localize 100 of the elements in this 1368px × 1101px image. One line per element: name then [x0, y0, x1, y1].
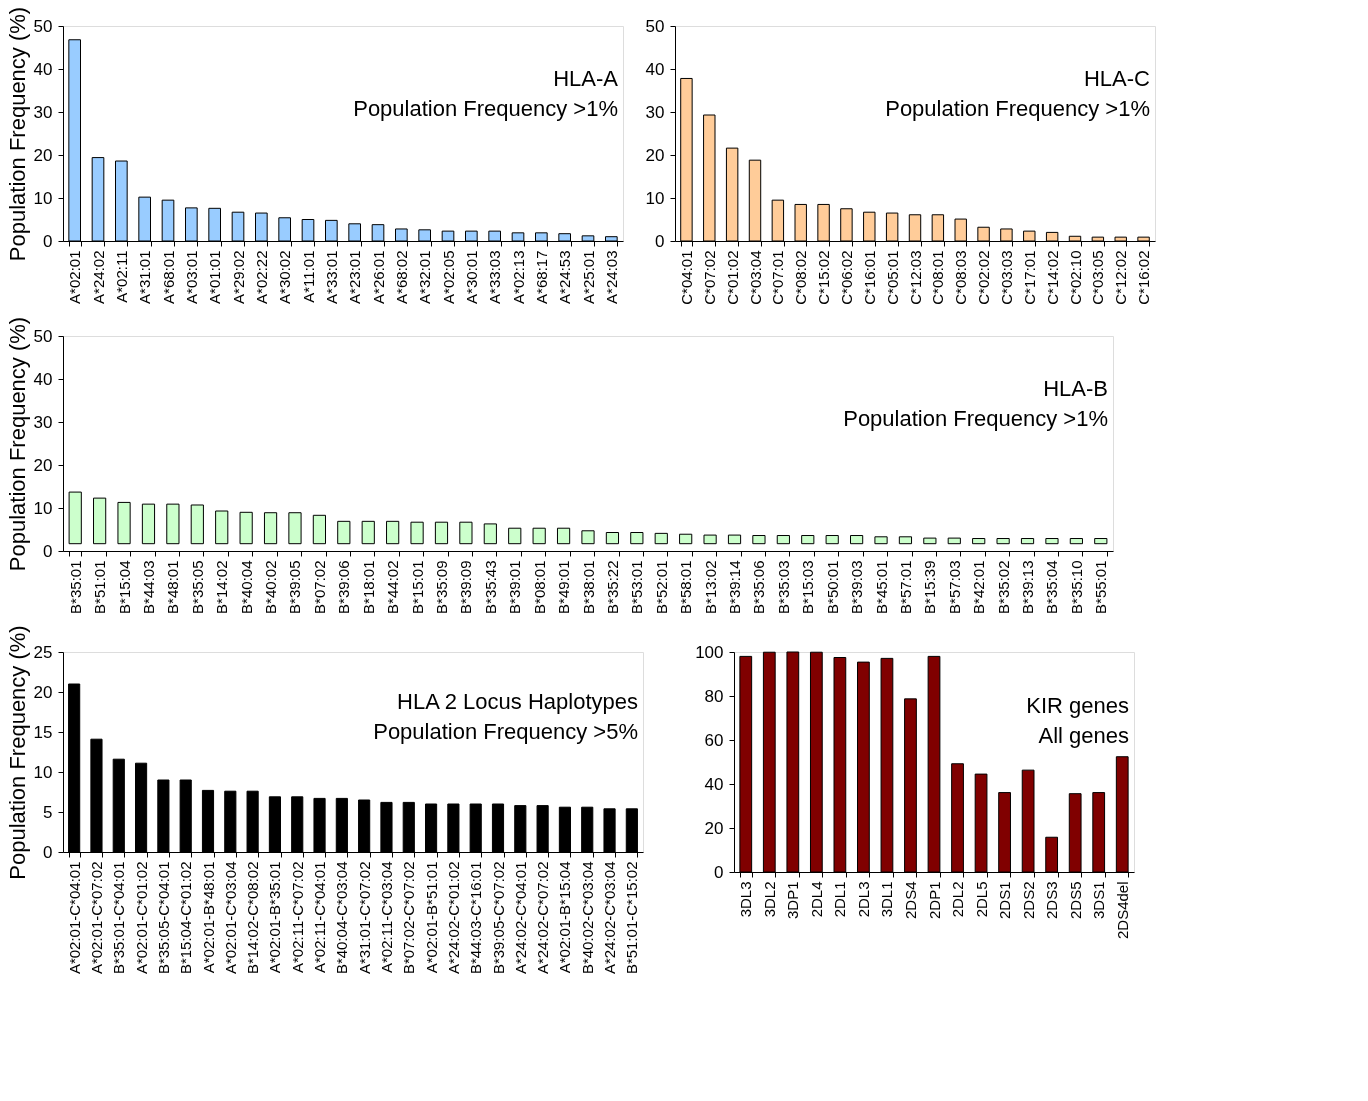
x-tick-label: B*53:01 — [628, 560, 646, 614]
x-tick-label: B*15:03 — [799, 560, 817, 614]
x-tick-label: A*02:13 — [509, 250, 527, 304]
x-tick-label: B*38:01 — [579, 560, 597, 614]
bar — [141, 503, 156, 545]
x-tick-label: A*68:02 — [392, 250, 410, 304]
bar — [312, 514, 326, 545]
x-tick-label: B*35:43 — [481, 560, 499, 614]
x-tick-label: A*24:02 — [89, 250, 107, 304]
bar — [850, 535, 864, 545]
x-tick-label: B*14:02 — [213, 560, 231, 614]
x-tick-label: A*02:01 — [66, 250, 84, 304]
y-tick-label: 10 — [33, 188, 53, 208]
x-tick-label: B*35:04 — [1043, 560, 1061, 614]
x-tick-label: 2DS5 — [1066, 881, 1084, 920]
x-tick-label: A*33:01 — [322, 250, 340, 304]
x-tick-label: B*40:02 — [262, 560, 280, 614]
x-tick-label: B*07:02-C*07:02 — [400, 861, 418, 975]
text: All genes — [1038, 723, 1129, 748]
x-tick-label: B*44:02 — [384, 560, 402, 614]
x-tick-label: 2DL5 — [972, 881, 990, 918]
x-tick-label: B*14:02-C*08:02 — [244, 861, 262, 975]
bar — [776, 535, 790, 545]
y-tick-label: 40 — [645, 59, 665, 79]
x-tick-label: B*35:09 — [432, 560, 450, 614]
x-tick-label: 3DS1 — [1090, 881, 1108, 920]
x-tick-label: C*15:02 — [815, 250, 833, 305]
x-tick-label: B*35:22 — [603, 560, 621, 614]
x-tick-label: B*35:10 — [1067, 560, 1085, 614]
bar — [605, 532, 620, 545]
bar — [801, 535, 815, 545]
x-tick-label: B*35:03 — [774, 560, 792, 614]
bar — [556, 527, 571, 545]
bar — [215, 510, 229, 545]
x-tick-label: A*02:01-C*01:02 — [132, 861, 150, 975]
y-tick-label: 30 — [33, 412, 53, 432]
x-tick-label: 2DS4del — [1113, 881, 1131, 940]
y-tick-label: 10 — [645, 188, 665, 208]
bar — [508, 527, 522, 545]
bar — [679, 533, 693, 545]
x-tick-label: A*02:01-B*35:01 — [266, 861, 284, 974]
y-tick-label: 20 — [645, 145, 665, 165]
text: Population Frequency >5% — [373, 719, 638, 744]
y-tick-label: 30 — [645, 102, 665, 122]
x-tick-label: C*02:02 — [975, 250, 993, 305]
y-tick-label: 50 — [645, 16, 665, 36]
x-tick-label: C*17:01 — [1020, 250, 1038, 305]
x-tick-label: B*44:03-C*16:01 — [467, 861, 485, 975]
x-tick-label: C*03:05 — [1089, 250, 1107, 305]
x-tick-label: C*07:02 — [700, 250, 718, 305]
x-tick-label: B*39:05 — [286, 560, 304, 614]
y-axis-title: Population Frequency (%) — [4, 6, 30, 262]
x-tick-label: B*39:14 — [726, 560, 744, 614]
x-tick-label: B*39:03 — [848, 560, 866, 614]
y-tick-label: 15 — [33, 722, 53, 742]
x-tick-label: A*24:02-C*03:04 — [601, 861, 619, 975]
x-tick-label: C*08:03 — [952, 250, 970, 305]
text: HLA-A — [553, 66, 619, 91]
x-tick-label: C*06:02 — [837, 250, 855, 305]
x-tick-label: A*24:02-C*07:02 — [534, 861, 552, 975]
x-tick-label: A*11:01 — [299, 250, 317, 303]
x-tick-label: A*29:02 — [229, 250, 247, 304]
y-tick-label: 20 — [704, 818, 724, 838]
bar — [972, 538, 986, 545]
bar — [1045, 538, 1059, 545]
x-tick-label: C*16:02 — [1135, 250, 1153, 305]
y-tick-label: 20 — [33, 145, 53, 165]
x-tick-label: C*05:01 — [883, 250, 901, 305]
x-tick-label: A*02:01-B*15:04 — [556, 861, 574, 974]
x-tick-label: B*49:01 — [555, 560, 573, 614]
x-tick-label: B*52:01 — [652, 560, 670, 614]
x-tick-label: A*23:01 — [346, 250, 364, 304]
x-tick-label: 2DS3 — [1043, 881, 1061, 920]
x-tick-label: A*30:01 — [462, 250, 480, 304]
x-tick-label: A*68:01 — [159, 250, 177, 304]
x-tick-label: B*35:01 — [66, 560, 84, 614]
x-tick-label: B*57:03 — [945, 560, 963, 614]
x-tick-label: A*02:11-C*07:02 — [288, 861, 306, 973]
y-tick-label: 20 — [33, 455, 53, 475]
x-tick-label: A*68:17 — [532, 250, 550, 304]
bar — [1094, 538, 1108, 545]
y-tick-label: 0 — [43, 842, 53, 862]
bar — [434, 521, 449, 545]
x-tick-label: B*45:01 — [872, 560, 890, 614]
bar — [239, 511, 253, 545]
x-tick-label: C*14:02 — [1043, 250, 1061, 305]
x-tick-label: B*35:06 — [750, 560, 768, 614]
text: HLA-C — [1083, 66, 1151, 91]
x-tick-label: B*07:02 — [310, 560, 328, 614]
x-tick-label: B*40:04-C*03:04 — [333, 861, 351, 975]
x-tick-label: C*03:04 — [746, 250, 764, 305]
bar — [190, 504, 204, 545]
x-tick-label: C*03:03 — [997, 250, 1015, 305]
x-tick-label: B*08:01 — [530, 560, 548, 614]
bar — [996, 538, 1010, 545]
bar — [1020, 538, 1035, 545]
y-tick-label: 0 — [43, 541, 53, 561]
x-tick-label: A*26:01 — [369, 250, 387, 304]
bar — [581, 530, 595, 545]
x-tick-label: B*15:04-C*01:02 — [177, 861, 195, 975]
